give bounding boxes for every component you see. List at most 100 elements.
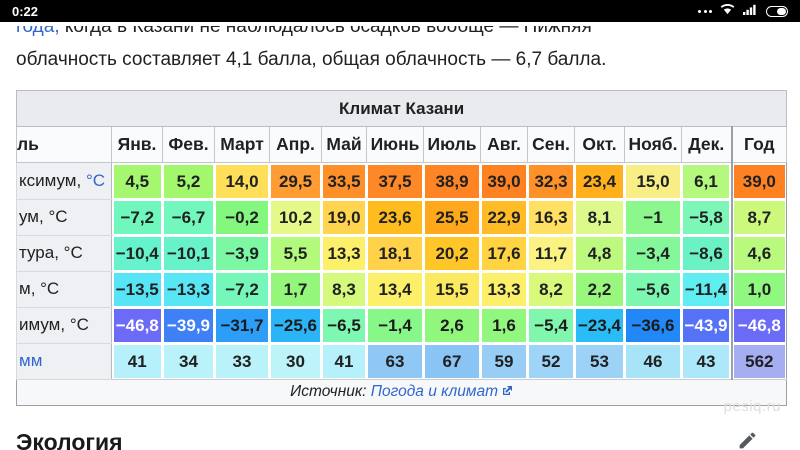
month-header: Июнь bbox=[366, 126, 424, 163]
climate-cell: 25,5 bbox=[423, 199, 481, 235]
climate-cell: 13,4 bbox=[366, 271, 424, 307]
row-label: мм bbox=[16, 342, 112, 380]
table-row: м, °C −13,5 −13,3 −7,2 1,7 8,3 13,4 15,5 13,3 8,2… bbox=[16, 270, 787, 308]
climate-cell: 4,8 bbox=[574, 235, 625, 271]
climate-cell: −13,5 bbox=[111, 271, 163, 307]
source-link[interactable]: Погода и климат bbox=[370, 383, 498, 400]
clock: 0:22 bbox=[12, 3, 39, 19]
climate-cell: 23,4 bbox=[574, 162, 625, 199]
climate-cell: −23,4 bbox=[574, 307, 625, 343]
watermark: pesiq.ru bbox=[723, 398, 781, 415]
climate-cell: −13,3 bbox=[162, 271, 215, 307]
climate-cell: 52 bbox=[527, 343, 575, 380]
row-label: тура, °C bbox=[16, 234, 112, 272]
climate-cell: −31,7 bbox=[214, 307, 270, 343]
climate-cell: 30 bbox=[269, 343, 322, 380]
climate-cell: 38,9 bbox=[423, 162, 481, 199]
edit-pencil-icon[interactable] bbox=[737, 430, 758, 450]
climate-cell: −1,4 bbox=[366, 307, 424, 343]
climate-cell: 29,5 bbox=[269, 162, 322, 199]
month-header: Окт. bbox=[574, 126, 625, 163]
table-row: тура, °C −10,4 −10,1 −3,9 5,5 13,3 18,1 20,2 17,… bbox=[16, 234, 787, 272]
climate-cell: 11,7 bbox=[527, 235, 575, 271]
row-label: имум, °C bbox=[16, 306, 112, 344]
climate-cell: −46,8 bbox=[111, 307, 163, 343]
paragraph-text: облачность составляет 4,1 балла, общая о… bbox=[16, 49, 607, 70]
unit-link[interactable]: мм bbox=[19, 351, 43, 371]
climate-cell: −5,8 bbox=[681, 199, 732, 235]
status-bar: 0:22 bbox=[0, 0, 800, 22]
climate-cell: −7,2 bbox=[111, 199, 163, 235]
climate-table-body: ксимум, °C 4,5 5,2 14,0 29,5 33,5 37,5 38,9 39,0… bbox=[16, 162, 787, 380]
climate-cell: −7,2 bbox=[214, 271, 270, 307]
climate-cell: −36,6 bbox=[624, 307, 682, 343]
month-header: Апр. bbox=[269, 126, 322, 163]
climate-cell: 2,2 bbox=[574, 271, 625, 307]
climate-cell: 34 bbox=[162, 343, 215, 380]
climate-cell: 1,0 bbox=[730, 271, 787, 307]
climate-cell: −11,4 bbox=[681, 271, 732, 307]
unit-link[interactable]: °C bbox=[85, 170, 106, 190]
table-row: имум, °C −46,8 −39,9 −31,7 −25,6 −6,5 −1,4 2,6 1… bbox=[16, 306, 787, 344]
climate-cell: −10,4 bbox=[111, 235, 163, 271]
climate-cell: 23,6 bbox=[366, 199, 424, 235]
climate-cell: 41 bbox=[111, 343, 163, 380]
climate-cell: −39,9 bbox=[162, 307, 215, 343]
table-row: ум, °C −7,2 −6,7 −0,2 10,2 19,0 23,6 25,5 22,9 16… bbox=[16, 198, 787, 236]
climate-cell: −6,5 bbox=[321, 307, 367, 343]
month-header: Янв. bbox=[111, 126, 163, 163]
section-heading-row: Экология bbox=[0, 429, 800, 450]
climate-cell: 17,6 bbox=[480, 235, 528, 271]
month-header: Дек. bbox=[681, 126, 732, 163]
climate-cell: 8,2 bbox=[527, 271, 575, 307]
climate-cell: 18,1 bbox=[366, 235, 424, 271]
climate-cell: −6,7 bbox=[162, 199, 215, 235]
battery-icon bbox=[766, 5, 788, 17]
climate-cell: 562 bbox=[730, 343, 787, 380]
climate-cell: 32,3 bbox=[527, 162, 575, 199]
year-link[interactable]: года, bbox=[16, 26, 60, 37]
climate-cell: 8,3 bbox=[321, 271, 367, 307]
climate-cell: 41 bbox=[321, 343, 367, 380]
climate-cell: 67 bbox=[423, 343, 481, 380]
month-header: Сен. bbox=[527, 126, 575, 163]
climate-cell: −0,2 bbox=[214, 199, 270, 235]
climate-cell: 22,9 bbox=[480, 199, 528, 235]
source-label: Источник: bbox=[290, 383, 371, 400]
climate-cell: −1 bbox=[624, 199, 682, 235]
climate-table: Климат Казани ль Янв. Фев. Март Апр. Май Июнь… bbox=[15, 90, 788, 406]
climate-cell: 15,5 bbox=[423, 271, 481, 307]
climate-cell: −46,8 bbox=[730, 307, 787, 343]
climate-cell: 8,1 bbox=[574, 199, 625, 235]
climate-cell: 15,0 bbox=[624, 162, 682, 199]
row-label: ум, °C bbox=[16, 198, 112, 236]
climate-cell: −5,4 bbox=[527, 307, 575, 343]
climate-cell: 16,3 bbox=[527, 199, 575, 235]
table-title: Климат Казани bbox=[15, 90, 788, 127]
climate-cell: 10,2 bbox=[269, 199, 322, 235]
clipped-text: когда в Казани не наблюдалось осадков во… bbox=[59, 26, 592, 37]
climate-cell: 33,5 bbox=[321, 162, 367, 199]
table-row: мм 41 34 33 30 41 63 67 59 52 53 46 43 562 bbox=[16, 342, 787, 380]
climate-cell: 1,7 bbox=[269, 271, 322, 307]
month-header: Май bbox=[321, 126, 367, 163]
climate-cell: −3,9 bbox=[214, 235, 270, 271]
climate-cell: 6,1 bbox=[681, 162, 732, 199]
climate-cell: 53 bbox=[574, 343, 625, 380]
climate-cell: 39,0 bbox=[480, 162, 528, 199]
climate-cell: 13,3 bbox=[480, 271, 528, 307]
more-notifications-icon bbox=[698, 9, 712, 13]
climate-cell: −43,9 bbox=[681, 307, 732, 343]
row-label: м, °C bbox=[16, 270, 112, 308]
climate-cell: 14,0 bbox=[214, 162, 270, 199]
signal-strength-icon bbox=[743, 2, 759, 20]
climate-cell: 20,2 bbox=[423, 235, 481, 271]
climate-cell: 13,3 bbox=[321, 235, 367, 271]
climate-cell: 19,0 bbox=[321, 199, 367, 235]
climate-cell: 63 bbox=[366, 343, 424, 380]
climate-cell: 4,6 bbox=[730, 235, 787, 271]
climate-cell: −3,4 bbox=[624, 235, 682, 271]
climate-cell: 46 bbox=[624, 343, 682, 380]
climate-cell: 5,2 bbox=[162, 162, 215, 199]
